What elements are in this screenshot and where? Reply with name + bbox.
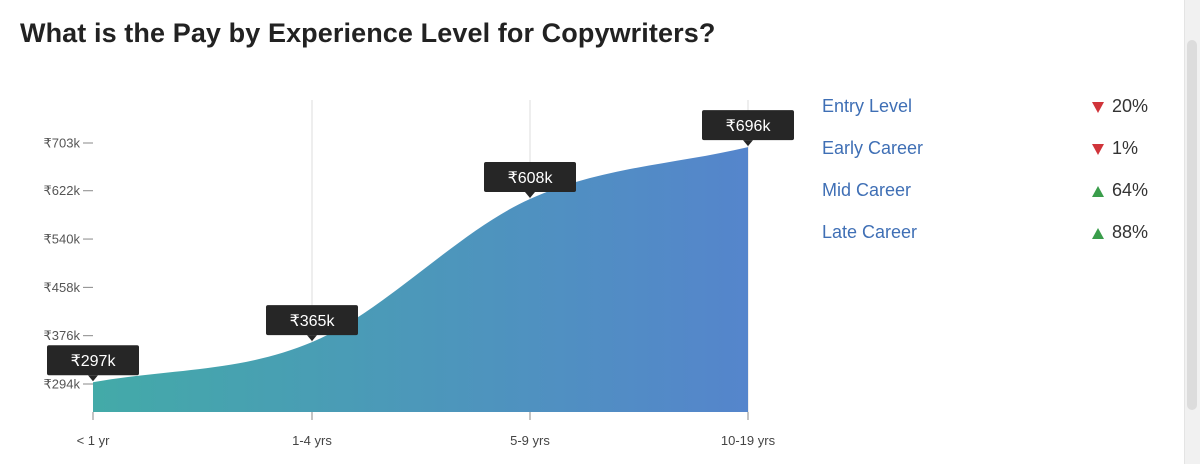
legend-item-mid-career[interactable]: Mid Career 64% [822, 178, 1162, 220]
data-label: ₹365k [290, 313, 336, 330]
y-axis: ₹294k ₹376k ₹458k ₹540k ₹622k ₹703k [44, 136, 93, 392]
page-title: What is the Pay by Experience Level for … [20, 18, 716, 48]
legend-label[interactable]: Late Career [822, 222, 918, 242]
callout-box [266, 305, 358, 336]
area-series [93, 147, 748, 412]
callout-box [702, 110, 794, 141]
scrollbar-thumb[interactable] [1187, 40, 1197, 410]
change-percent: 1% [1112, 138, 1139, 158]
data-label-callout: ₹608k [484, 161, 576, 198]
experience-legend: Entry Level 20% Early Career 1% Mid Care… [822, 94, 1162, 262]
up-arrow-icon [1092, 185, 1104, 197]
y-tick-label: ₹703k [44, 136, 81, 151]
data-label: ₹608k [508, 170, 554, 187]
y-tick-label: ₹540k [44, 232, 81, 247]
x-tick-label: < 1 yr [77, 433, 111, 448]
change-value: 64% [1092, 180, 1148, 201]
change-percent: 20% [1112, 96, 1149, 116]
change-value: 20% [1092, 96, 1148, 117]
legend-item-entry-level[interactable]: Entry Level 20% [822, 94, 1162, 136]
x-tick-label: 5-9 yrs [510, 433, 550, 448]
down-arrow-icon [1092, 143, 1104, 155]
callout-box [47, 345, 139, 376]
data-label: ₹297k [71, 353, 117, 370]
callout-pointer [743, 140, 753, 147]
salary-area [93, 147, 748, 412]
y-tick-label: ₹294k [44, 377, 81, 392]
legend-label[interactable]: Early Career [822, 138, 924, 158]
legend-item-late-career[interactable]: Late Career 88% [822, 220, 1162, 262]
change-value: 88% [1092, 222, 1148, 243]
data-label-callout: ₹696k [702, 110, 794, 147]
y-tick-label: ₹376k [44, 328, 81, 343]
change-percent: 88% [1112, 222, 1149, 242]
data-labels: ₹297k ₹365k ₹608k ₹696k [47, 110, 794, 382]
x-tick-label: 1-4 yrs [292, 433, 332, 448]
data-label-callout: ₹297k [47, 345, 139, 382]
change-percent: 64% [1112, 180, 1149, 200]
experience-pay-chart: ₹294k ₹376k ₹458k ₹540k ₹622k ₹703k < 1 yr 1-4… [44, 100, 794, 448]
legend-label[interactable]: Mid Career [822, 180, 912, 200]
callout-pointer [88, 375, 98, 382]
data-label: ₹696k [726, 118, 772, 135]
y-tick-label: ₹622k [44, 183, 81, 198]
callout-pointer [307, 335, 317, 342]
change-value: 1% [1092, 138, 1138, 159]
down-arrow-icon [1092, 101, 1104, 113]
callout-pointer [525, 191, 535, 198]
x-tick-label: 10-19 yrs [721, 433, 776, 448]
up-arrow-icon [1092, 227, 1104, 239]
callout-box [484, 161, 576, 192]
x-axis: < 1 yr 1-4 yrs 5-9 yrs 10-19 yrs [77, 412, 776, 448]
legend-label[interactable]: Entry Level [822, 96, 913, 116]
y-tick-label: ₹458k [44, 280, 81, 295]
legend-item-early-career[interactable]: Early Career 1% [822, 136, 1162, 178]
data-label-callout: ₹365k [266, 305, 358, 342]
